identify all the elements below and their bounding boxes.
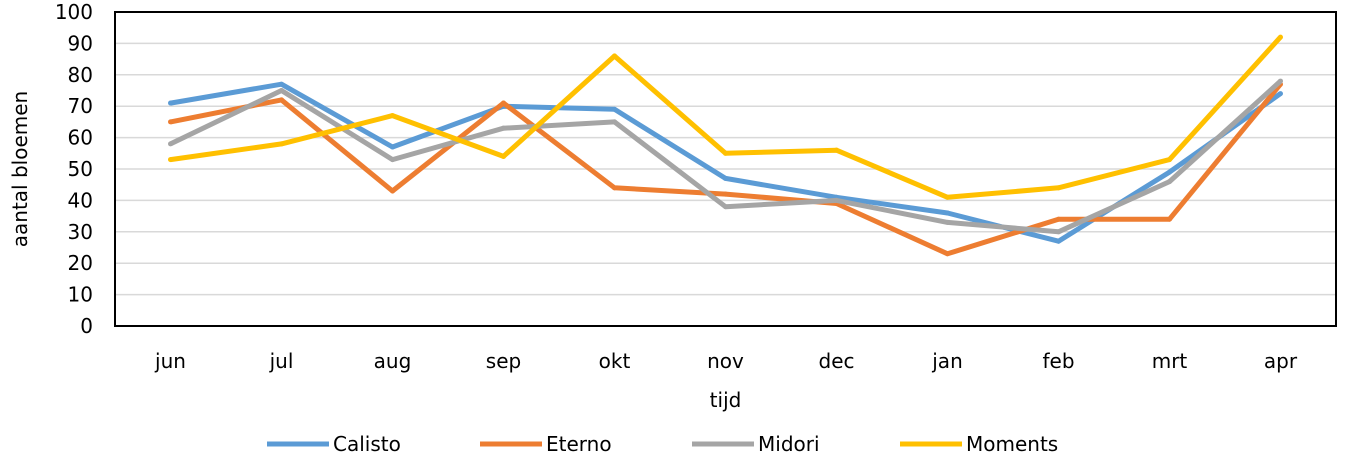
data-point-eterno (945, 251, 950, 257)
data-point-eterno (501, 100, 506, 106)
data-point-midori (1056, 229, 1061, 235)
data-point-midori (1278, 78, 1283, 84)
data-point-calisto (279, 81, 284, 87)
x-axis-ticks: jun jul aug sep okt nov dec jan feb mrt apr (154, 349, 1298, 373)
x-tick-label: mrt (1152, 349, 1188, 373)
data-point-midori (945, 219, 950, 225)
data-point-moments (612, 53, 617, 59)
series-lines (168, 34, 1283, 257)
x-tick-label: dec (819, 349, 855, 373)
x-tick-label: apr (1264, 349, 1298, 373)
data-point-moments (723, 150, 728, 156)
y-tick-label: 90 (68, 31, 93, 55)
data-point-midori (390, 157, 395, 163)
data-point-moments (834, 147, 839, 153)
x-tick-label: aug (374, 349, 412, 373)
data-point-eterno (168, 119, 173, 125)
data-point-moments (945, 194, 950, 200)
data-point-eterno (723, 191, 728, 197)
x-tick-label: jan (931, 349, 963, 373)
x-tick-label: jul (269, 349, 294, 373)
legend-label-eterno: Eterno (546, 432, 612, 456)
y-tick-label: 0 (80, 314, 93, 338)
data-point-midori (723, 204, 728, 210)
data-point-moments (1167, 157, 1172, 163)
x-tick-label: jun (154, 349, 186, 373)
data-point-moments (168, 157, 173, 163)
y-tick-label: 20 (68, 251, 93, 275)
x-axis-title: tijd (710, 388, 742, 412)
legend-label-midori: Midori (758, 432, 820, 456)
data-point-moments (279, 141, 284, 147)
data-point-moments (1056, 185, 1061, 191)
data-point-midori (168, 141, 173, 147)
data-point-calisto (1278, 91, 1283, 97)
data-point-moments (501, 153, 506, 159)
data-point-calisto (612, 106, 617, 112)
data-point-calisto (945, 210, 950, 216)
series-line-midori (169, 79, 1283, 235)
data-point-moments (1278, 34, 1283, 40)
x-tick-label: nov (707, 349, 744, 373)
data-point-eterno (390, 188, 395, 194)
data-point-midori (1167, 179, 1172, 185)
data-point-eterno (1056, 216, 1061, 222)
y-tick-label: 30 (68, 220, 93, 244)
y-tick-label: 80 (68, 63, 93, 87)
y-axis-ticks: 0 10 20 30 40 50 60 70 80 90 100 (55, 0, 93, 338)
data-point-moments (390, 113, 395, 119)
y-tick-label: 50 (68, 157, 93, 181)
data-point-midori (279, 88, 284, 93)
data-point-calisto (1056, 238, 1061, 244)
data-point-eterno (279, 97, 284, 103)
y-tick-label: 60 (68, 126, 93, 150)
data-point-calisto (1167, 169, 1172, 175)
plot-area-border (114, 11, 1337, 327)
y-tick-label: 40 (68, 188, 93, 212)
data-point-midori (501, 125, 506, 131)
legend: Calisto Eterno Midori Moments (267, 432, 1058, 456)
data-point-calisto (390, 144, 395, 150)
y-tick-label: 70 (68, 94, 93, 118)
x-tick-label: okt (599, 349, 631, 373)
y-axis-title: aantal bloemen (8, 91, 32, 247)
data-point-eterno (1167, 216, 1172, 222)
data-point-midori (612, 119, 617, 125)
x-tick-label: sep (486, 349, 521, 373)
gridlines (115, 42, 1336, 296)
legend-label-calisto: Calisto (333, 432, 401, 456)
data-point-calisto (723, 175, 728, 181)
y-tick-label: 100 (55, 0, 93, 24)
data-point-midori (834, 197, 839, 203)
data-point-calisto (168, 100, 173, 106)
legend-label-moments: Moments (966, 432, 1058, 456)
data-point-eterno (612, 185, 617, 191)
x-tick-label: feb (1042, 349, 1074, 373)
y-tick-label: 10 (68, 283, 93, 307)
